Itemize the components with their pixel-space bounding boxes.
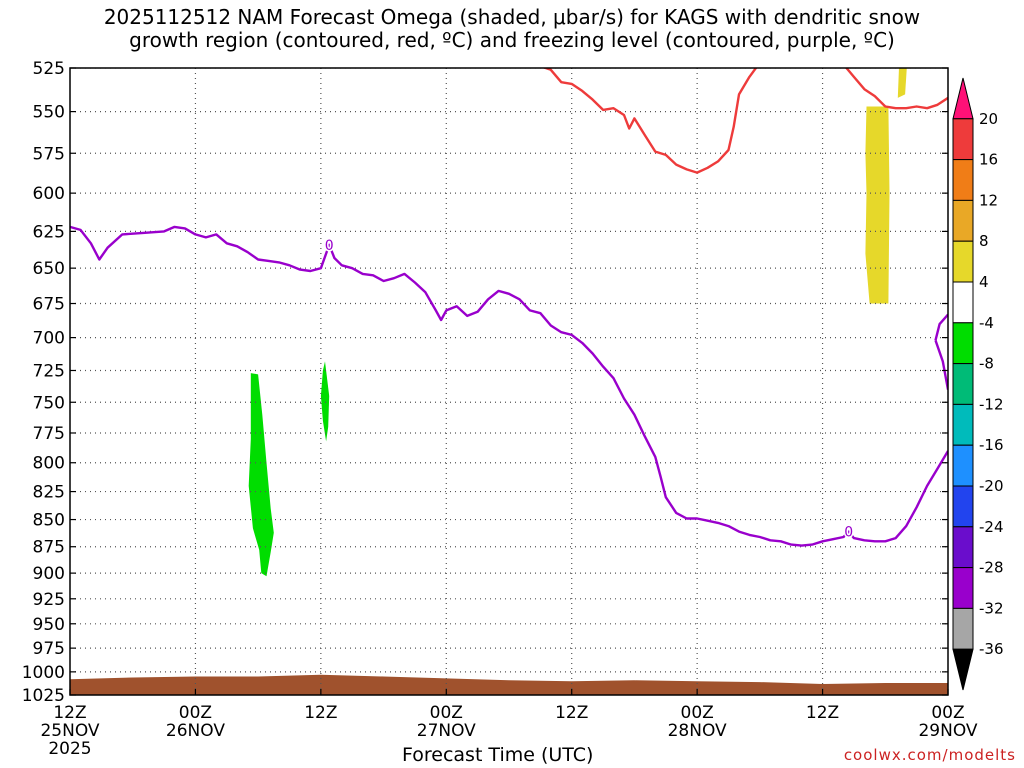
x-tick-label: 12Z: [304, 703, 337, 723]
freezing-level-branch: [934, 313, 948, 341]
y-tick-label: 775: [33, 424, 65, 444]
contour-label: 0: [325, 238, 334, 254]
x-tick-sublabel: 25NOV: [40, 721, 99, 741]
contour-label: 0: [844, 525, 853, 541]
x-tick-sublabel: 29NOV: [918, 721, 977, 741]
colorbar-label: -28: [979, 559, 1004, 577]
terrain-fill: [70, 674, 948, 695]
y-tick-label: 950: [33, 615, 65, 635]
x-tick-label: 12Z: [806, 703, 839, 723]
x-tick-label: 00Z: [681, 703, 714, 723]
plot-frame: [69, 67, 949, 696]
y-tick-label: 575: [33, 144, 65, 164]
plot-area: 00: [70, 68, 948, 695]
y-tick-label: 900: [33, 564, 65, 584]
colorbar-label: -20: [979, 477, 1004, 495]
omega-region-2: [865, 106, 890, 304]
colorbar-segment: [952, 607, 974, 650]
credit-text: coolwx.com/modelts: [843, 746, 1016, 764]
omega-region-3: [897, 68, 907, 98]
chart-title: 2025112512 NAM Forecast Omega (shaded, μ…: [0, 6, 1024, 52]
y-tick-label: 975: [33, 639, 65, 659]
x-tick-label: 12Z: [53, 703, 86, 723]
y-tick-label: 725: [33, 361, 65, 381]
omega-region-0: [248, 373, 274, 577]
y-tick-label: 525: [33, 59, 65, 79]
plot-inner: 00: [70, 68, 948, 695]
y-tick-label: 550: [33, 103, 65, 123]
colorbar-top-triangle: [952, 77, 974, 120]
colorbar-bottom-triangle: [952, 648, 974, 691]
x-tick-label: 12Z: [555, 703, 588, 723]
colorbar-segment: [952, 322, 974, 365]
colorbar-segment: [952, 199, 974, 242]
y-tick-label: 925: [33, 590, 65, 610]
chart-title-line2: growth region (contoured, red, ºC) and f…: [129, 28, 895, 52]
colorbar-segment: [952, 240, 974, 283]
x-tick-sublabel: 27NOV: [417, 721, 476, 741]
omega-region-1: [320, 361, 330, 442]
y-tick-label: 875: [33, 538, 65, 558]
y-tick-label: 850: [33, 511, 65, 531]
colorbar-segment: [952, 363, 974, 405]
colorbar-label: -16: [979, 436, 1004, 454]
y-tick-label: 625: [33, 222, 65, 242]
x-tick-sublabel: 26NOV: [166, 721, 225, 741]
x-tick-label: 00Z: [430, 703, 463, 723]
colorbar-label: -36: [979, 640, 1004, 658]
y-tick-label: 1025: [22, 686, 65, 706]
colorbar-segment: [952, 281, 974, 324]
colorbar-label: 8: [979, 232, 989, 250]
dgz-contour-2: [844, 68, 948, 110]
freezing-level-contour: [70, 225, 948, 547]
colorbar-label: -12: [979, 395, 1004, 413]
colorbar-segment: [952, 403, 974, 446]
colorbar-label: 4: [979, 273, 989, 291]
y-tick-label: 600: [33, 184, 65, 204]
colorbar-segment: [952, 159, 974, 201]
colorbar-label: -8: [979, 355, 994, 373]
colorbar-label: -32: [979, 599, 1004, 617]
chart-title-line1: 2025112512 NAM Forecast Omega (shaded, μ…: [103, 5, 921, 29]
colorbar-segment: [952, 485, 974, 528]
freezing-level-branch-2: [934, 339, 948, 390]
colorbar-segment: [952, 118, 974, 161]
x-axis-label: Forecast Time (UTC): [402, 744, 594, 766]
colorbar-label: -24: [979, 518, 1004, 536]
dgz-contour: [541, 68, 758, 174]
colorbar-segment: [952, 444, 974, 487]
colorbar: 20 16 12 8 4 -4 -8 -12 -16 -20 -24 -28 -32 -36: [952, 77, 1004, 691]
colorbar-label: 20: [979, 110, 998, 128]
colorbar-label: -4: [979, 314, 994, 332]
axes: 525 550 575 600 625 650 675 700 725 750 775 800 825 8…: [22, 59, 978, 759]
colorbar-label: 12: [979, 191, 998, 209]
x-tick-label: 00Z: [931, 703, 964, 723]
y-tick-label: 700: [33, 329, 65, 349]
y-tick-label: 800: [33, 454, 65, 474]
x-tick-sublabel: 28NOV: [668, 721, 727, 741]
y-tick-label: 750: [33, 393, 65, 413]
y-tick-label: 825: [33, 483, 65, 503]
colorbar-segment: [952, 526, 974, 569]
y-tick-label: 650: [33, 259, 65, 279]
colorbar-label: 16: [979, 151, 998, 169]
colorbar-segment: [952, 567, 974, 609]
y-tick-label: 675: [33, 295, 65, 315]
x-tick-year: 2025: [48, 739, 91, 759]
y-tick-label: 1000: [22, 663, 65, 683]
x-tick-label: 00Z: [179, 703, 212, 723]
